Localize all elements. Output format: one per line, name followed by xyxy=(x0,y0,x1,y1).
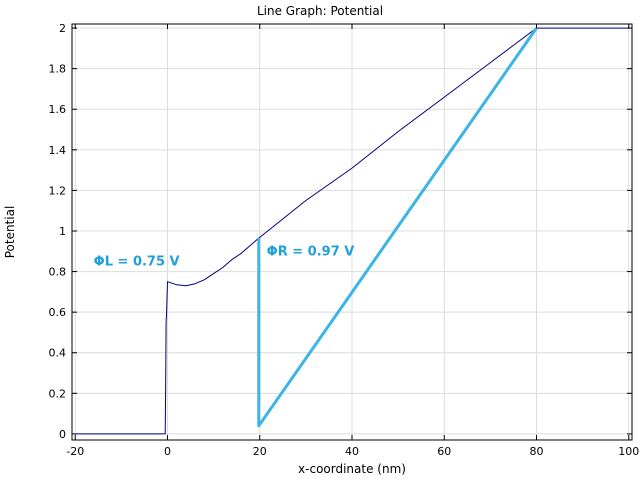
y-tick-label: 1.2 xyxy=(49,184,67,197)
annotation-label: ΦR = 0.97 V xyxy=(267,244,355,259)
y-axis-label: Potential xyxy=(3,206,17,259)
x-tick-label: 20 xyxy=(253,445,267,458)
y-tick-label: 1 xyxy=(59,225,66,238)
series-line-potential xyxy=(75,27,629,435)
y-tick-label: 0.8 xyxy=(49,266,67,279)
x-tick-label: 60 xyxy=(437,445,451,458)
y-tick-label: 1.8 xyxy=(49,63,67,76)
x-tick-label: 40 xyxy=(345,445,359,458)
annotations: ΦL = 0.75 V ΦR = 0.97 V xyxy=(94,244,355,269)
chart-title: Line Graph: Potential xyxy=(257,4,383,18)
annotation-label: ΦL = 0.75 V xyxy=(94,254,180,269)
x-axis-label: x-coordinate (nm) xyxy=(298,462,406,476)
y-tick-label: 1.4 xyxy=(49,144,67,157)
grid xyxy=(72,24,632,440)
y-tick-label: 2 xyxy=(59,22,66,35)
series-line-band-edge xyxy=(257,27,538,428)
ticks: -20 0 20 40 60 80 10000.20.40.60.811.21.41.61.… xyxy=(49,22,640,458)
x-tick-label: 80 xyxy=(530,445,544,458)
y-tick-label: 0.6 xyxy=(49,306,67,319)
y-tick-label: 0.4 xyxy=(49,347,67,360)
x-tick-label: -20 xyxy=(66,445,84,458)
y-tick-label: 0.2 xyxy=(49,387,67,400)
x-tick-label: 0 xyxy=(164,445,171,458)
y-tick-label: 0 xyxy=(59,428,66,441)
x-tick-label: 100 xyxy=(618,445,639,458)
plot-frame xyxy=(71,23,633,441)
series xyxy=(75,27,629,435)
y-tick-label: 1.6 xyxy=(49,103,67,116)
